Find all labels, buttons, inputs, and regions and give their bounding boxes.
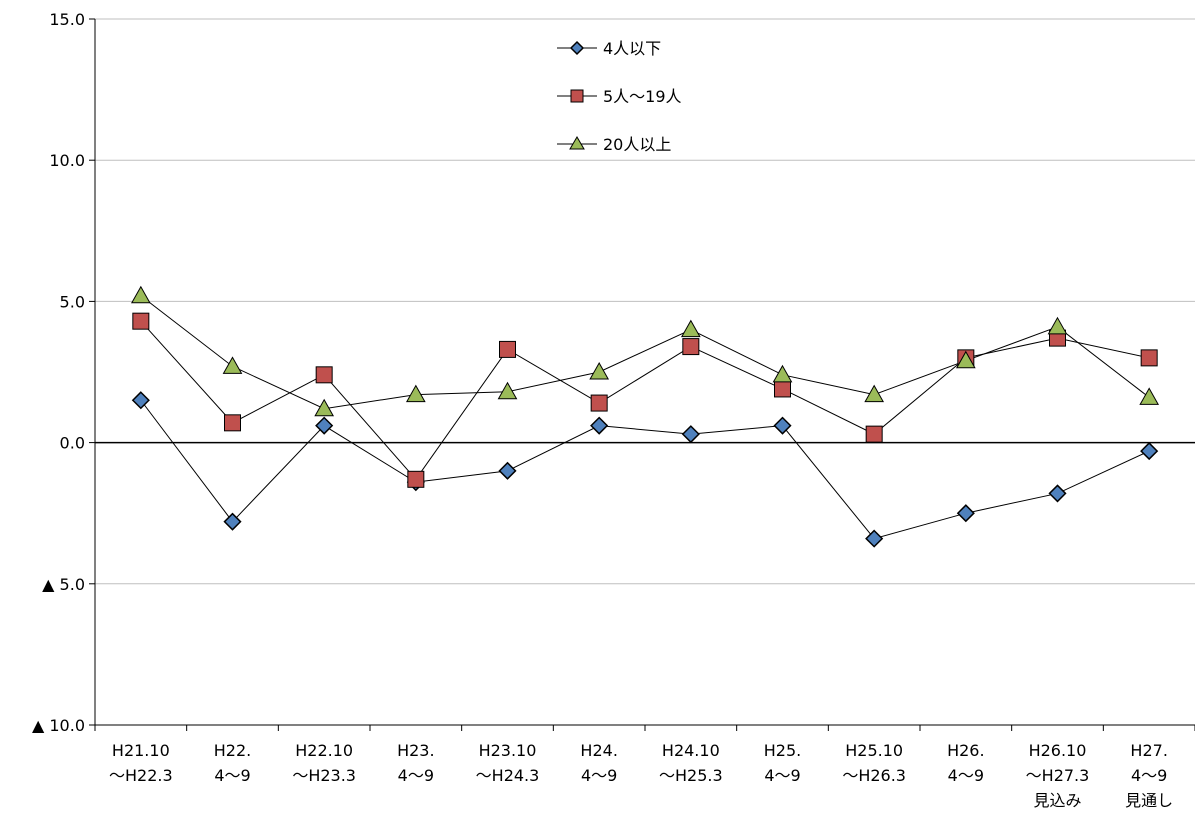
series-2-point xyxy=(590,394,608,412)
series-2-point xyxy=(865,425,883,443)
series-2-point xyxy=(682,338,700,356)
series-3-point xyxy=(772,364,793,383)
y-tick-label: ▲ 10.0 xyxy=(32,716,85,735)
y-tick-label: 0.0 xyxy=(60,434,85,453)
series-1-point xyxy=(131,391,150,410)
y-tick-label: 5.0 xyxy=(60,292,85,311)
series-1-point xyxy=(773,416,792,435)
x-tick-label: H23.10 xyxy=(479,741,537,760)
series-3-point xyxy=(314,398,335,417)
x-tick-label: ～H24.3 xyxy=(476,766,540,785)
series-2-point xyxy=(224,414,241,432)
series-2-point xyxy=(1140,349,1158,367)
legend-marker xyxy=(569,40,585,56)
x-tick-label: H27. xyxy=(1130,741,1167,760)
x-tick-label: H22.10 xyxy=(295,741,353,760)
series-line-2 xyxy=(140,320,1150,481)
series-1-point xyxy=(865,529,884,548)
y-tick-label: 10.0 xyxy=(49,151,85,170)
series-1-point xyxy=(1048,484,1067,503)
series-1-point xyxy=(681,425,700,444)
legend-label: 20人以上 xyxy=(603,135,671,154)
series-3-point xyxy=(130,285,151,304)
x-tick-label: H25. xyxy=(764,741,801,760)
x-tick-label: 見込み xyxy=(1033,791,1081,810)
series-3-point xyxy=(222,356,243,374)
y-tick-labels: 15.0 10.0 5.0 0.0 ▲ 5.0 ▲ 10.0 xyxy=(32,10,85,735)
x-tick-label: H24. xyxy=(580,741,617,760)
x-tick-label: H26.10 xyxy=(1029,741,1087,760)
legend-label: 4人以下 xyxy=(603,39,661,58)
series-1-point xyxy=(223,512,242,531)
series-3-point xyxy=(680,319,701,338)
series-1-point xyxy=(315,416,334,435)
legend-marker xyxy=(570,89,584,103)
x-tick-label: 4～9 xyxy=(948,766,984,785)
x-tick-label: H23. xyxy=(397,741,434,760)
x-tick-label: ～H27.3 xyxy=(1026,766,1090,785)
x-tick-label: 見通し xyxy=(1125,791,1173,810)
legend-marker xyxy=(569,136,585,150)
x-tick-label: H26. xyxy=(947,741,984,760)
x-tick-label: 4～9 xyxy=(398,766,434,785)
series-3-point xyxy=(1139,387,1160,405)
x-tick-label: H22. xyxy=(214,741,251,760)
series-3-point xyxy=(497,381,518,400)
x-tick-label: ～H22.3 xyxy=(109,766,173,785)
x-tick-label: H21.10 xyxy=(112,741,170,760)
series-1-point xyxy=(1140,442,1159,461)
series-3-point xyxy=(955,350,976,369)
series xyxy=(130,285,1160,548)
series-3-point xyxy=(405,384,426,403)
x-tick-label: 4～9 xyxy=(764,766,800,785)
x-tick-label: H24.10 xyxy=(662,741,720,760)
x-tick-label: 4～9 xyxy=(214,766,250,785)
legend: 4人以下 5人～19人 20人以上 xyxy=(557,39,682,154)
series-1-point xyxy=(590,416,609,435)
x-tick-label: ～H26.3 xyxy=(842,766,906,785)
series-2-point xyxy=(132,312,150,330)
y-tick-label: ▲ 5.0 xyxy=(42,575,85,594)
series-line-3 xyxy=(140,295,1150,410)
series-2-point xyxy=(774,380,791,398)
series-2-point xyxy=(407,470,425,488)
x-tick-label: 4～9 xyxy=(1131,766,1167,785)
legend-label: 5人～19人 xyxy=(603,87,682,106)
series-2-point xyxy=(499,340,516,358)
axes xyxy=(89,18,1195,731)
x-tick-label: 4～9 xyxy=(581,766,617,785)
gridlines xyxy=(95,18,1195,726)
series-3-point xyxy=(864,384,885,403)
y-tick-label: 15.0 xyxy=(49,10,85,29)
series-3-point xyxy=(1047,316,1068,335)
x-tick-labels: H21.10 ～H22.3 H22. 4～9 H22.10 ～H23.3 H23. 4～9 H2… xyxy=(109,741,1173,810)
x-tick-label: ～H25.3 xyxy=(659,766,723,785)
series-line-1 xyxy=(140,399,1150,540)
series-2-point xyxy=(315,366,333,384)
series-1-point xyxy=(956,504,975,523)
x-tick-label: H25.10 xyxy=(845,741,903,760)
series-1-point xyxy=(498,461,517,480)
series-3-point xyxy=(589,361,610,380)
x-tick-label: ～H23.3 xyxy=(292,766,356,785)
